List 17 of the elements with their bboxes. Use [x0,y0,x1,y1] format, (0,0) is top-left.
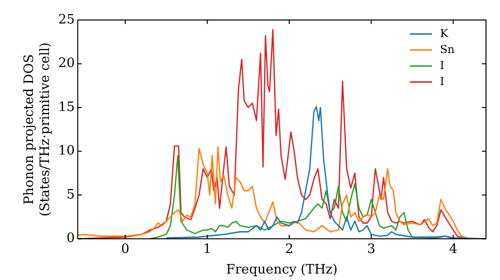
x-tick-label: 1 [203,242,212,257]
y-tick-label: 10 [58,144,75,159]
x-tick-label: 0 [121,242,130,257]
x-tick-label: 4 [449,242,458,257]
y-tick-label: 0 [66,231,75,246]
x-tick-label: 2 [285,242,294,257]
legend-label: Sn [440,42,455,56]
legend-label: I [440,58,444,72]
legend-label: K [440,26,449,40]
y-tick-label: 15 [58,100,75,115]
x-tick-label: 3 [367,242,376,257]
x-axis-title: Frequency (THz) [226,262,338,278]
y-tick-label: 25 [58,12,75,28]
y-tick-label: 5 [66,187,75,202]
y-axis-title: Phonon projected DOS (States/THz·primitive cell) [22,42,53,216]
y-tick-label: 20 [58,56,75,72]
legend-label: I [440,74,444,88]
